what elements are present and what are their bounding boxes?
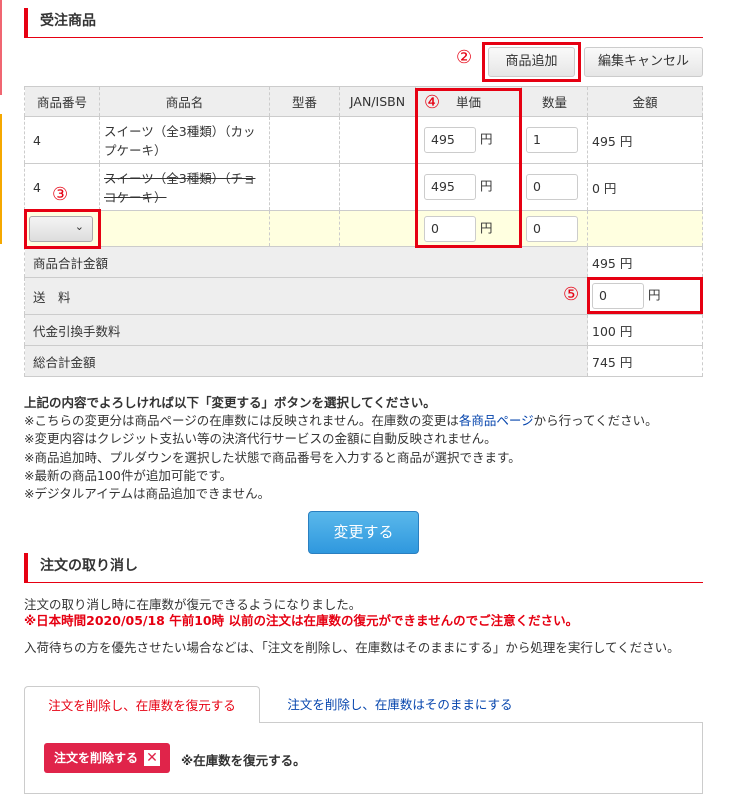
- order-items-table: 商品番号 商品名 型番 JAN/ISBN 単価 数量 金額 4 スイーツ（全3種…: [24, 86, 703, 377]
- quantity-input[interactable]: 0: [526, 174, 578, 200]
- quantity-input[interactable]: 1: [526, 127, 578, 153]
- annotation-highlight: [415, 88, 522, 248]
- left-edge-decoration: [0, 0, 2, 95]
- note-line: ※変更内容はクレジット支払い等の決済代行サービスの金額に自動反映されません。: [24, 431, 497, 446]
- note-line: ※デジタルアイテムは商品追加できません。: [24, 486, 271, 501]
- yen-unit: 円: [647, 287, 661, 303]
- item-jan: [339, 163, 416, 211]
- tab-delete-keep-stock[interactable]: 注文を削除し、在庫数はそのままにする: [287, 697, 513, 712]
- col-header: 数量: [521, 86, 588, 117]
- summary-value: 745 円: [587, 345, 703, 377]
- note-line: ※最新の商品100件が追加可能です。: [24, 468, 233, 483]
- item-name: スイーツ（全3種類）（チョコケーキ）: [99, 163, 270, 211]
- new-item-row: ⌄ 0 円 0: [24, 210, 703, 247]
- summary-row: 総合計金額 745 円: [24, 345, 703, 377]
- summary-label: 商品合計金額: [24, 246, 588, 278]
- item-model: [269, 163, 340, 211]
- yen-unit: 円: [479, 220, 493, 235]
- cancel-guidance: 入荷待ちの方を優先させたい場合などは、「注文を削除し、在庫数はそのままにする」か…: [24, 640, 680, 655]
- table-header-row: 商品番号 商品名 型番 JAN/ISBN 単価 数量 金額: [24, 86, 703, 117]
- instruction-lead: 上記の内容でよろしければ以下「変更する」ボタンを選択してください。: [24, 395, 436, 410]
- chevron-down-icon: ⌄: [74, 219, 84, 233]
- submit-change-button[interactable]: 変更する: [308, 511, 419, 554]
- summary-label: 総合計金額: [24, 345, 588, 377]
- delete-note: ※在庫数を復元する。: [181, 753, 306, 768]
- item-amount: 495 円: [587, 116, 703, 164]
- summary-label: 代金引換手数料: [24, 314, 588, 346]
- delete-order-button[interactable]: 注文を削除する ✕: [44, 743, 170, 773]
- item-name: スイーツ（全3種類）（カップケーキ）: [99, 116, 270, 164]
- unit-price-input[interactable]: 495: [424, 174, 476, 200]
- note-line: ※こちらの変更分は商品ページの在庫数には反映されません。在庫数の変更は各商品ペー…: [24, 411, 658, 430]
- add-item-button[interactable]: 商品追加: [488, 47, 575, 77]
- cancel-info: 注文の取り消し時に在庫数が復元できるようになりました。: [24, 597, 362, 612]
- annotation-marker-3: ③: [52, 184, 69, 205]
- product-page-link[interactable]: 各商品ページ: [458, 413, 534, 428]
- yen-unit: 円: [479, 131, 493, 147]
- note-line: ※商品追加時、プルダウンを選択した状態で商品番号を入力すると商品が選択できます。: [24, 450, 521, 465]
- col-header: 商品名: [99, 86, 270, 117]
- col-header: 型番: [269, 86, 340, 117]
- cancel-edit-button[interactable]: 編集キャンセル: [584, 47, 703, 77]
- table-row: 4 スイーツ（全3種類）（チョコケーキ） 495 円 0 0 円: [24, 163, 703, 211]
- summary-row: 代金引換手数料 100 円: [24, 314, 703, 346]
- yen-unit: 円: [479, 178, 493, 194]
- summary-value: 495 円: [587, 246, 703, 278]
- annotation-marker-5: ⑤: [563, 284, 580, 305]
- annotation-marker-4: ④: [424, 92, 441, 113]
- unit-price-input[interactable]: 0: [424, 215, 476, 242]
- col-header: 金額: [587, 86, 703, 117]
- col-header: 商品番号: [24, 86, 100, 117]
- table-row: 4 スイーツ（全3種類）（カップケーキ） 495 円 1 495 円: [24, 116, 703, 164]
- summary-row: 送 料 0 円: [24, 277, 703, 315]
- item-amount: 0 円: [587, 163, 703, 211]
- close-icon: ✕: [144, 750, 160, 766]
- item-id: 4: [24, 116, 100, 164]
- note-text: ※こちらの変更分は商品ページの在庫数には反映されません。在庫数の変更は: [24, 413, 459, 428]
- unit-price-input[interactable]: 495: [424, 127, 476, 153]
- tab-delete-restore-stock[interactable]: 注文を削除し、在庫数を復元する: [24, 686, 260, 723]
- item-select-dropdown[interactable]: ⌄: [29, 215, 93, 242]
- tab-panel: [24, 722, 703, 794]
- summary-label: 送 料: [24, 277, 588, 315]
- note-text: から行ってください。: [533, 413, 658, 428]
- item-jan: [339, 116, 416, 164]
- section-title-cancel-order: 注文の取り消し: [24, 553, 703, 583]
- left-edge-decoration: [0, 114, 2, 244]
- item-id: 4: [24, 163, 100, 211]
- annotation-marker-2: ②: [456, 47, 473, 68]
- annotation-highlight: [587, 277, 703, 314]
- summary-row: 商品合計金額 495 円: [24, 246, 703, 278]
- delete-order-label: 注文を削除する: [54, 751, 139, 765]
- section-title-order-items: 受注商品: [24, 8, 703, 38]
- summary-value: 100 円: [587, 314, 703, 346]
- quantity-input[interactable]: 0: [526, 215, 578, 242]
- annotation-highlight: [482, 42, 581, 82]
- col-header: JAN/ISBN: [339, 86, 416, 117]
- shipping-fee-input[interactable]: 0: [592, 283, 644, 309]
- cancel-warning: ※日本時間2020/05/18 午前10時 以前の注文は在庫数の復元ができません…: [24, 613, 579, 628]
- item-model: [269, 116, 340, 164]
- annotation-highlight: [24, 209, 101, 249]
